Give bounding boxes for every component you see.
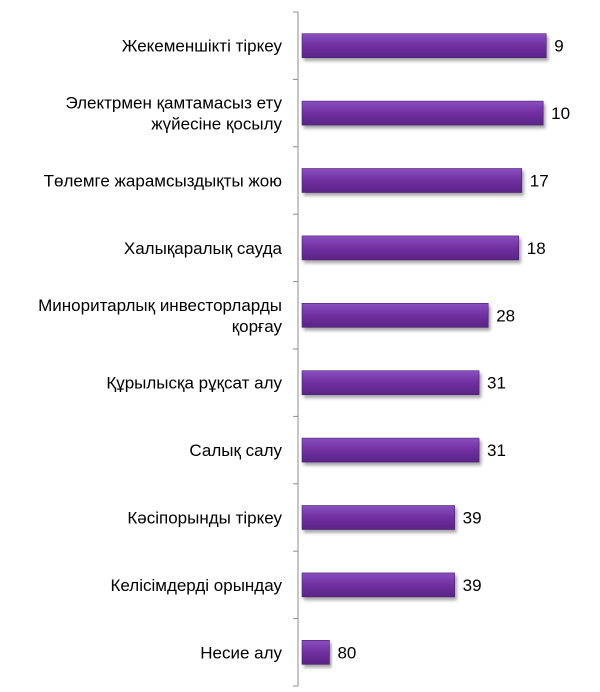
data-label: 31: [487, 441, 506, 460]
category-label: Салық салу: [189, 441, 282, 460]
category-label: Келісімдерді орындау: [110, 576, 282, 595]
category-label: Халықаралық сауда: [124, 239, 283, 258]
data-label: 80: [337, 643, 356, 662]
axis-ticks: [293, 11, 298, 687]
category-label: Кәсіпорынды тіркеу: [127, 509, 282, 528]
data-label: 18: [527, 239, 546, 258]
data-label: 39: [463, 509, 482, 528]
data-label: 39: [463, 576, 482, 595]
bars-group: [301, 33, 547, 665]
category-label: Несие алу: [200, 643, 282, 662]
category-label: Құрылысқа рұқсат алу: [106, 374, 282, 393]
bar: [301, 100, 544, 126]
data-label: 28: [496, 306, 515, 325]
category-label: Миноритарлық инвесторларды қорғау: [38, 296, 282, 336]
category-label: Электрмен қамтамасыз ету жүйесіне қосылу: [65, 94, 282, 134]
bar: [301, 639, 330, 665]
labels-group: 9 Жекеменшікті тіркеу 10 Электрмен қамтамас…: [38, 37, 570, 663]
category-label: Жекеменшікті тіркеу: [122, 37, 283, 56]
category-label: Төлемге жарамсыздықты жою: [44, 172, 283, 191]
data-label: 9: [554, 37, 563, 56]
bar: [301, 235, 520, 261]
bar: [301, 302, 489, 328]
bar: [301, 572, 455, 598]
bar: [301, 370, 480, 396]
bar: [301, 505, 455, 530]
bar: [301, 437, 480, 463]
bar: [301, 168, 523, 193]
data-label: 31: [487, 374, 506, 393]
bar: [301, 33, 547, 59]
data-label: 10: [551, 104, 570, 123]
data-label: 17: [530, 172, 549, 191]
